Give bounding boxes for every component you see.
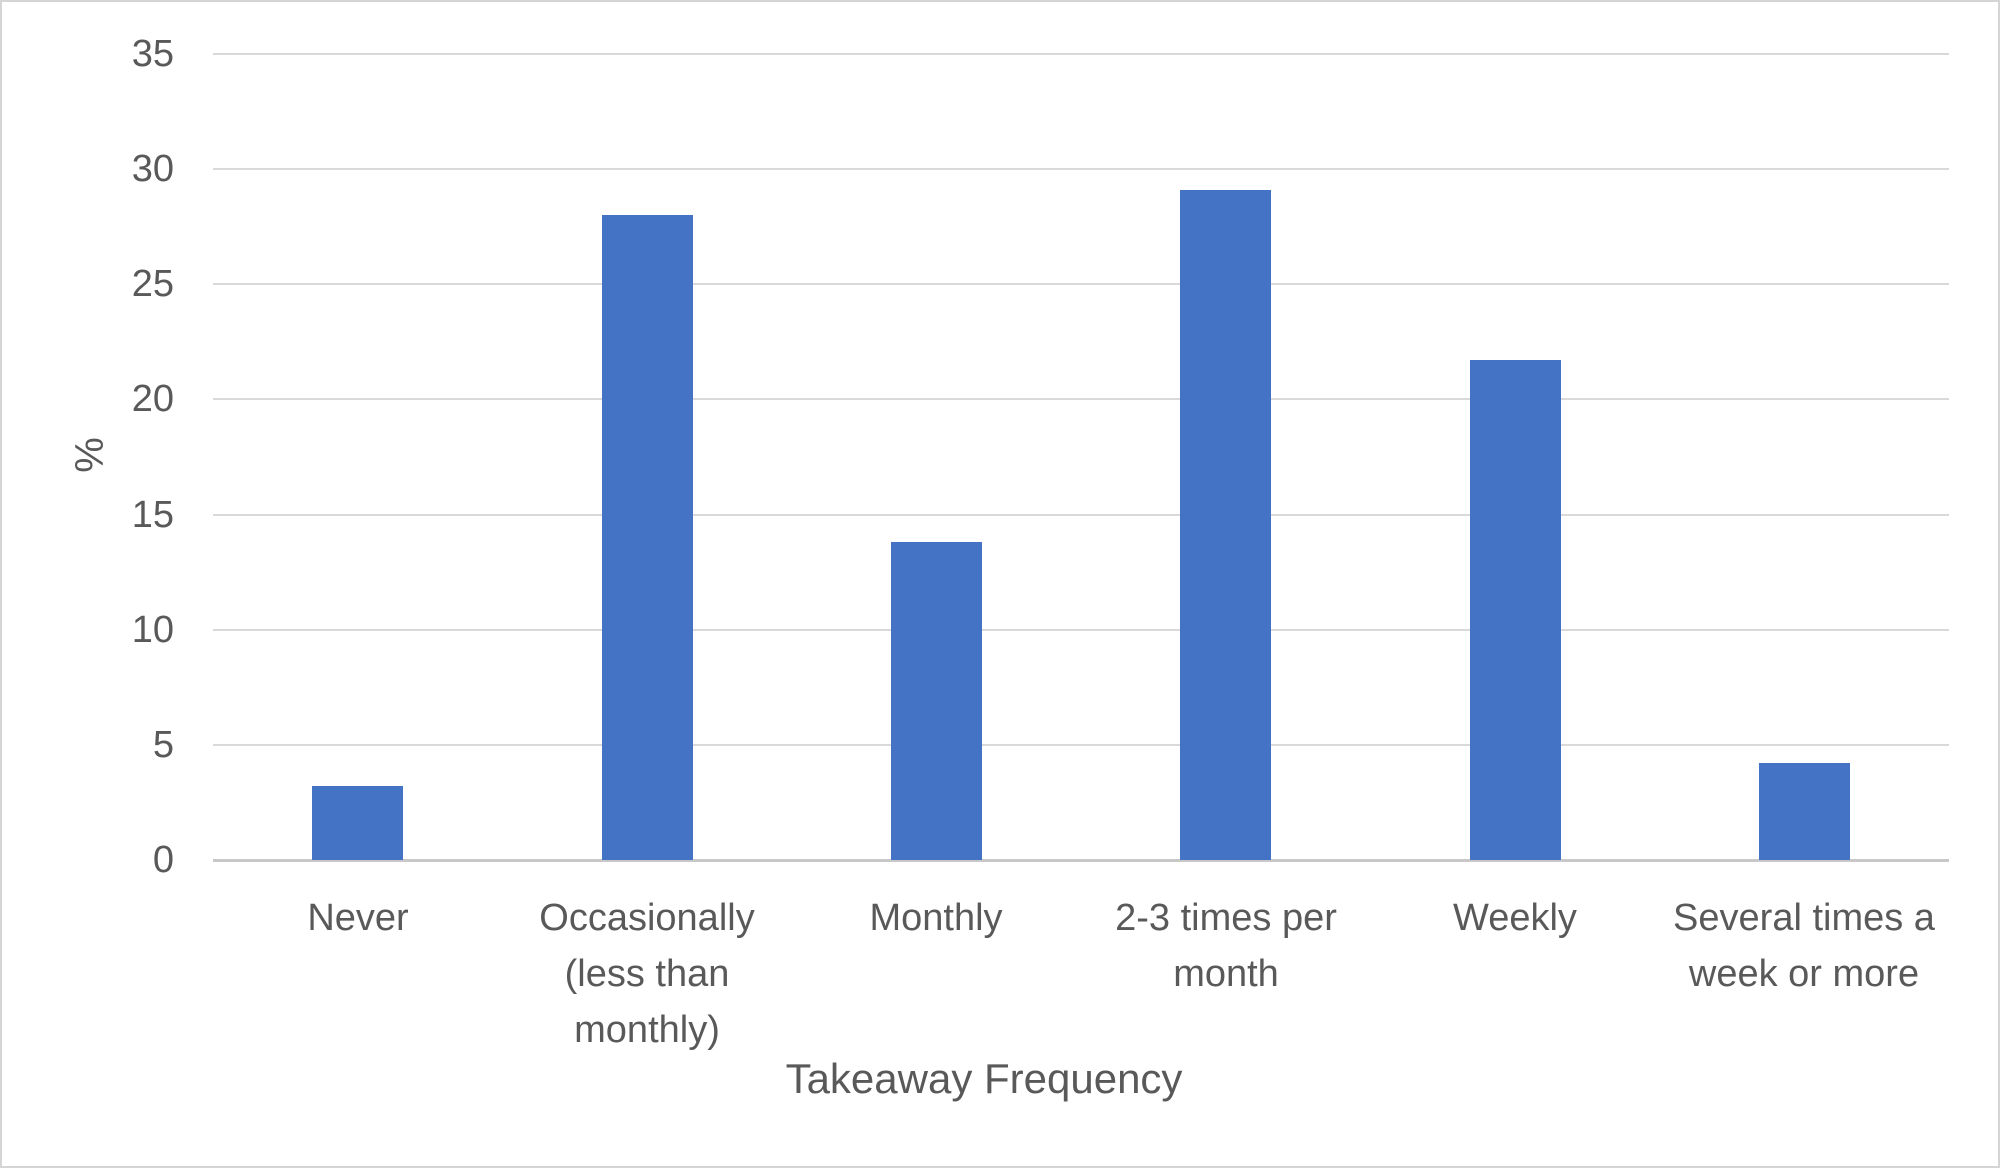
gridline xyxy=(213,398,1949,401)
x-axis-tick-label: Monthly xyxy=(869,897,1003,939)
x-axis-title: Takeaway Frequency xyxy=(785,1055,1183,1102)
y-axis-tick-label: 5 xyxy=(152,723,174,766)
x-axis-tick-label: Occasionally (less than monthly) xyxy=(539,897,755,1051)
y-axis-tick-label: 10 xyxy=(131,608,174,651)
gridline xyxy=(213,283,1949,286)
y-axis-tick-label: 35 xyxy=(131,33,174,75)
gridline xyxy=(213,628,1949,631)
x-axis-tick-label: 2-3 times per month xyxy=(1115,897,1337,995)
bar-weekly xyxy=(1470,360,1561,860)
bar-several-times-a-week-or-more xyxy=(1759,763,1850,860)
x-axis-tick-label: Weekly xyxy=(1453,897,1577,939)
gridline xyxy=(213,513,1949,516)
bar-occasionally-less-than-monthly xyxy=(602,215,693,860)
x-axis-tick-label: Never xyxy=(307,897,409,939)
x-axis-line xyxy=(213,859,1949,862)
x-axis-tick-label: Several times a week or more xyxy=(1673,897,1935,995)
gridline xyxy=(213,743,1949,746)
gridline xyxy=(213,53,1949,55)
bar-monthly xyxy=(891,542,982,860)
y-axis-tick-label: 25 xyxy=(131,263,174,306)
y-axis-tick-label: 15 xyxy=(131,493,174,536)
bar-never xyxy=(312,786,403,860)
y-axis-tick-label: 30 xyxy=(131,148,174,191)
y-axis-tick-label: 0 xyxy=(152,839,174,881)
bar-2-3-times-per-month xyxy=(1180,190,1271,860)
gridline xyxy=(213,168,1949,171)
y-axis-tick-label: 20 xyxy=(131,378,174,421)
